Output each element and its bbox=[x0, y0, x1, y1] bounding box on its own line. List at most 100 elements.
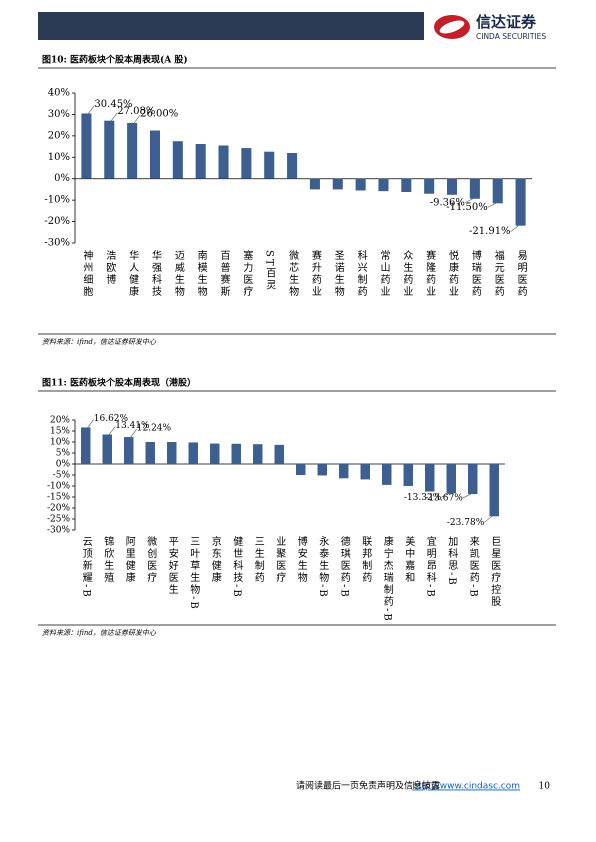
bar bbox=[172, 141, 183, 179]
x-tick-label: 美中嘉和 bbox=[403, 535, 415, 584]
data-label: -13.67% bbox=[425, 494, 463, 504]
footer-link[interactable]: http://www.cindasc.com bbox=[412, 782, 520, 792]
bar bbox=[355, 178, 366, 191]
x-tick-label: 三叶草生物-B bbox=[188, 536, 200, 611]
data-label: -23.78% bbox=[447, 518, 485, 528]
x-tick-label: 博瑞医药 bbox=[469, 249, 481, 298]
y-tick-label: 10% bbox=[48, 152, 70, 163]
bar bbox=[253, 444, 263, 464]
leader-line bbox=[484, 516, 493, 523]
y-tick-label: -20% bbox=[47, 504, 70, 514]
bar bbox=[231, 443, 241, 464]
bar bbox=[296, 464, 306, 475]
y-tick-label: -30% bbox=[47, 526, 70, 536]
x-tick-label: 圣诺生物 bbox=[332, 250, 344, 298]
footer-disclaimer: 请阅读最后一页免责声明及信息披露 bbox=[296, 780, 440, 792]
bar bbox=[264, 151, 275, 179]
bar bbox=[145, 442, 155, 464]
x-tick-label: 迈威生物 bbox=[172, 250, 184, 298]
leader-line bbox=[510, 225, 519, 232]
bar bbox=[167, 442, 177, 464]
y-tick-label: 10% bbox=[50, 438, 70, 448]
bar bbox=[332, 178, 343, 190]
bar bbox=[446, 178, 458, 195]
x-tick-label: 巨星医疗控股 bbox=[489, 536, 501, 608]
bar bbox=[188, 442, 198, 464]
data-label: 26.00% bbox=[140, 109, 178, 120]
bar bbox=[515, 178, 526, 226]
y-tick-label: -10% bbox=[44, 195, 70, 206]
leader-line bbox=[111, 112, 118, 121]
page-number: 10 bbox=[539, 782, 551, 792]
y-tick-label: 20% bbox=[48, 130, 70, 141]
bar bbox=[360, 464, 370, 480]
x-tick-label: 京东健康 bbox=[209, 535, 221, 584]
x-tick-label: 平安好医生 bbox=[166, 536, 178, 596]
bar bbox=[81, 427, 91, 464]
x-tick-label: 锦欣生殖 bbox=[102, 535, 114, 584]
bar bbox=[446, 464, 456, 494]
x-tick-label: 神州细胞 bbox=[81, 249, 93, 298]
data-label: -9.36% bbox=[430, 197, 465, 208]
bar bbox=[401, 178, 412, 192]
bar bbox=[127, 123, 138, 179]
x-tick-label: 永泰生物-B bbox=[317, 535, 329, 599]
x-tick-label: 众生药业 bbox=[401, 250, 413, 298]
x-tick-label: 易明医药 bbox=[515, 250, 527, 298]
data-label: 16.62% bbox=[94, 414, 129, 424]
y-tick-label: 30% bbox=[48, 109, 70, 120]
x-tick-label: 塞力医疗 bbox=[241, 249, 253, 298]
x-tick-label: 华人健康 bbox=[127, 249, 139, 298]
bar bbox=[81, 113, 92, 179]
y-tick-label: -10% bbox=[47, 482, 70, 492]
x-tick-label: 博安生物 bbox=[295, 535, 307, 584]
bar bbox=[195, 144, 206, 179]
x-tick-label: 宜明昂科-B bbox=[424, 535, 436, 599]
x-tick-label: 赛升药业 bbox=[309, 249, 321, 298]
x-tick-label: 健世科技-B bbox=[231, 536, 243, 599]
header-bar bbox=[38, 12, 424, 40]
bar bbox=[104, 120, 115, 179]
leader-line bbox=[87, 419, 94, 428]
bar bbox=[317, 464, 327, 476]
y-tick-label: -30% bbox=[44, 238, 70, 249]
y-tick-label: 0% bbox=[54, 173, 70, 184]
x-tick-label: 百普赛斯 bbox=[218, 250, 230, 298]
bar bbox=[403, 464, 413, 486]
x-tick-label: 业聚医疗 bbox=[274, 536, 286, 584]
bar bbox=[378, 178, 389, 192]
data-label: 12.24% bbox=[137, 424, 172, 434]
logo-icon bbox=[439, 20, 465, 34]
y-tick-label: 15% bbox=[50, 427, 70, 437]
x-tick-label: 阿里健康 bbox=[123, 536, 135, 584]
x-tick-label: 微创医疗 bbox=[145, 535, 157, 584]
x-tick-label: 浩欧博 bbox=[104, 250, 116, 286]
bar bbox=[339, 464, 349, 479]
bar bbox=[210, 443, 220, 464]
x-tick-label: 微芯生物 bbox=[287, 249, 299, 298]
bar bbox=[489, 464, 499, 517]
data-label: -13.32% bbox=[404, 493, 442, 503]
logo-cn: 信达证券 bbox=[476, 13, 537, 31]
data-label: 30.45% bbox=[94, 99, 132, 110]
x-tick-label: 常山药业 bbox=[378, 249, 390, 298]
x-tick-label: 康宁杰瑞制药-B bbox=[381, 535, 393, 623]
bar bbox=[274, 444, 284, 464]
data-label: -21.91% bbox=[469, 226, 511, 237]
y-tick-label: 40% bbox=[48, 88, 70, 99]
x-tick-label: 加科思-B bbox=[446, 536, 458, 587]
y-tick-label: 20% bbox=[50, 416, 70, 426]
figure-title: 图11: 医药板块个股本周表现（港股） bbox=[42, 377, 196, 389]
x-tick-label: 来凯医药-B bbox=[467, 536, 479, 599]
bar bbox=[149, 130, 161, 179]
x-tick-label: 福元医药 bbox=[492, 249, 504, 298]
x-tick-label: ST百灵 bbox=[264, 250, 276, 292]
bar bbox=[218, 145, 229, 179]
leader-line bbox=[88, 105, 95, 114]
bar bbox=[102, 434, 112, 464]
x-tick-label: 科兴制药 bbox=[355, 249, 367, 298]
y-tick-label: 0% bbox=[56, 460, 71, 470]
data-label: 13.41% bbox=[115, 421, 150, 431]
bar bbox=[382, 464, 392, 485]
